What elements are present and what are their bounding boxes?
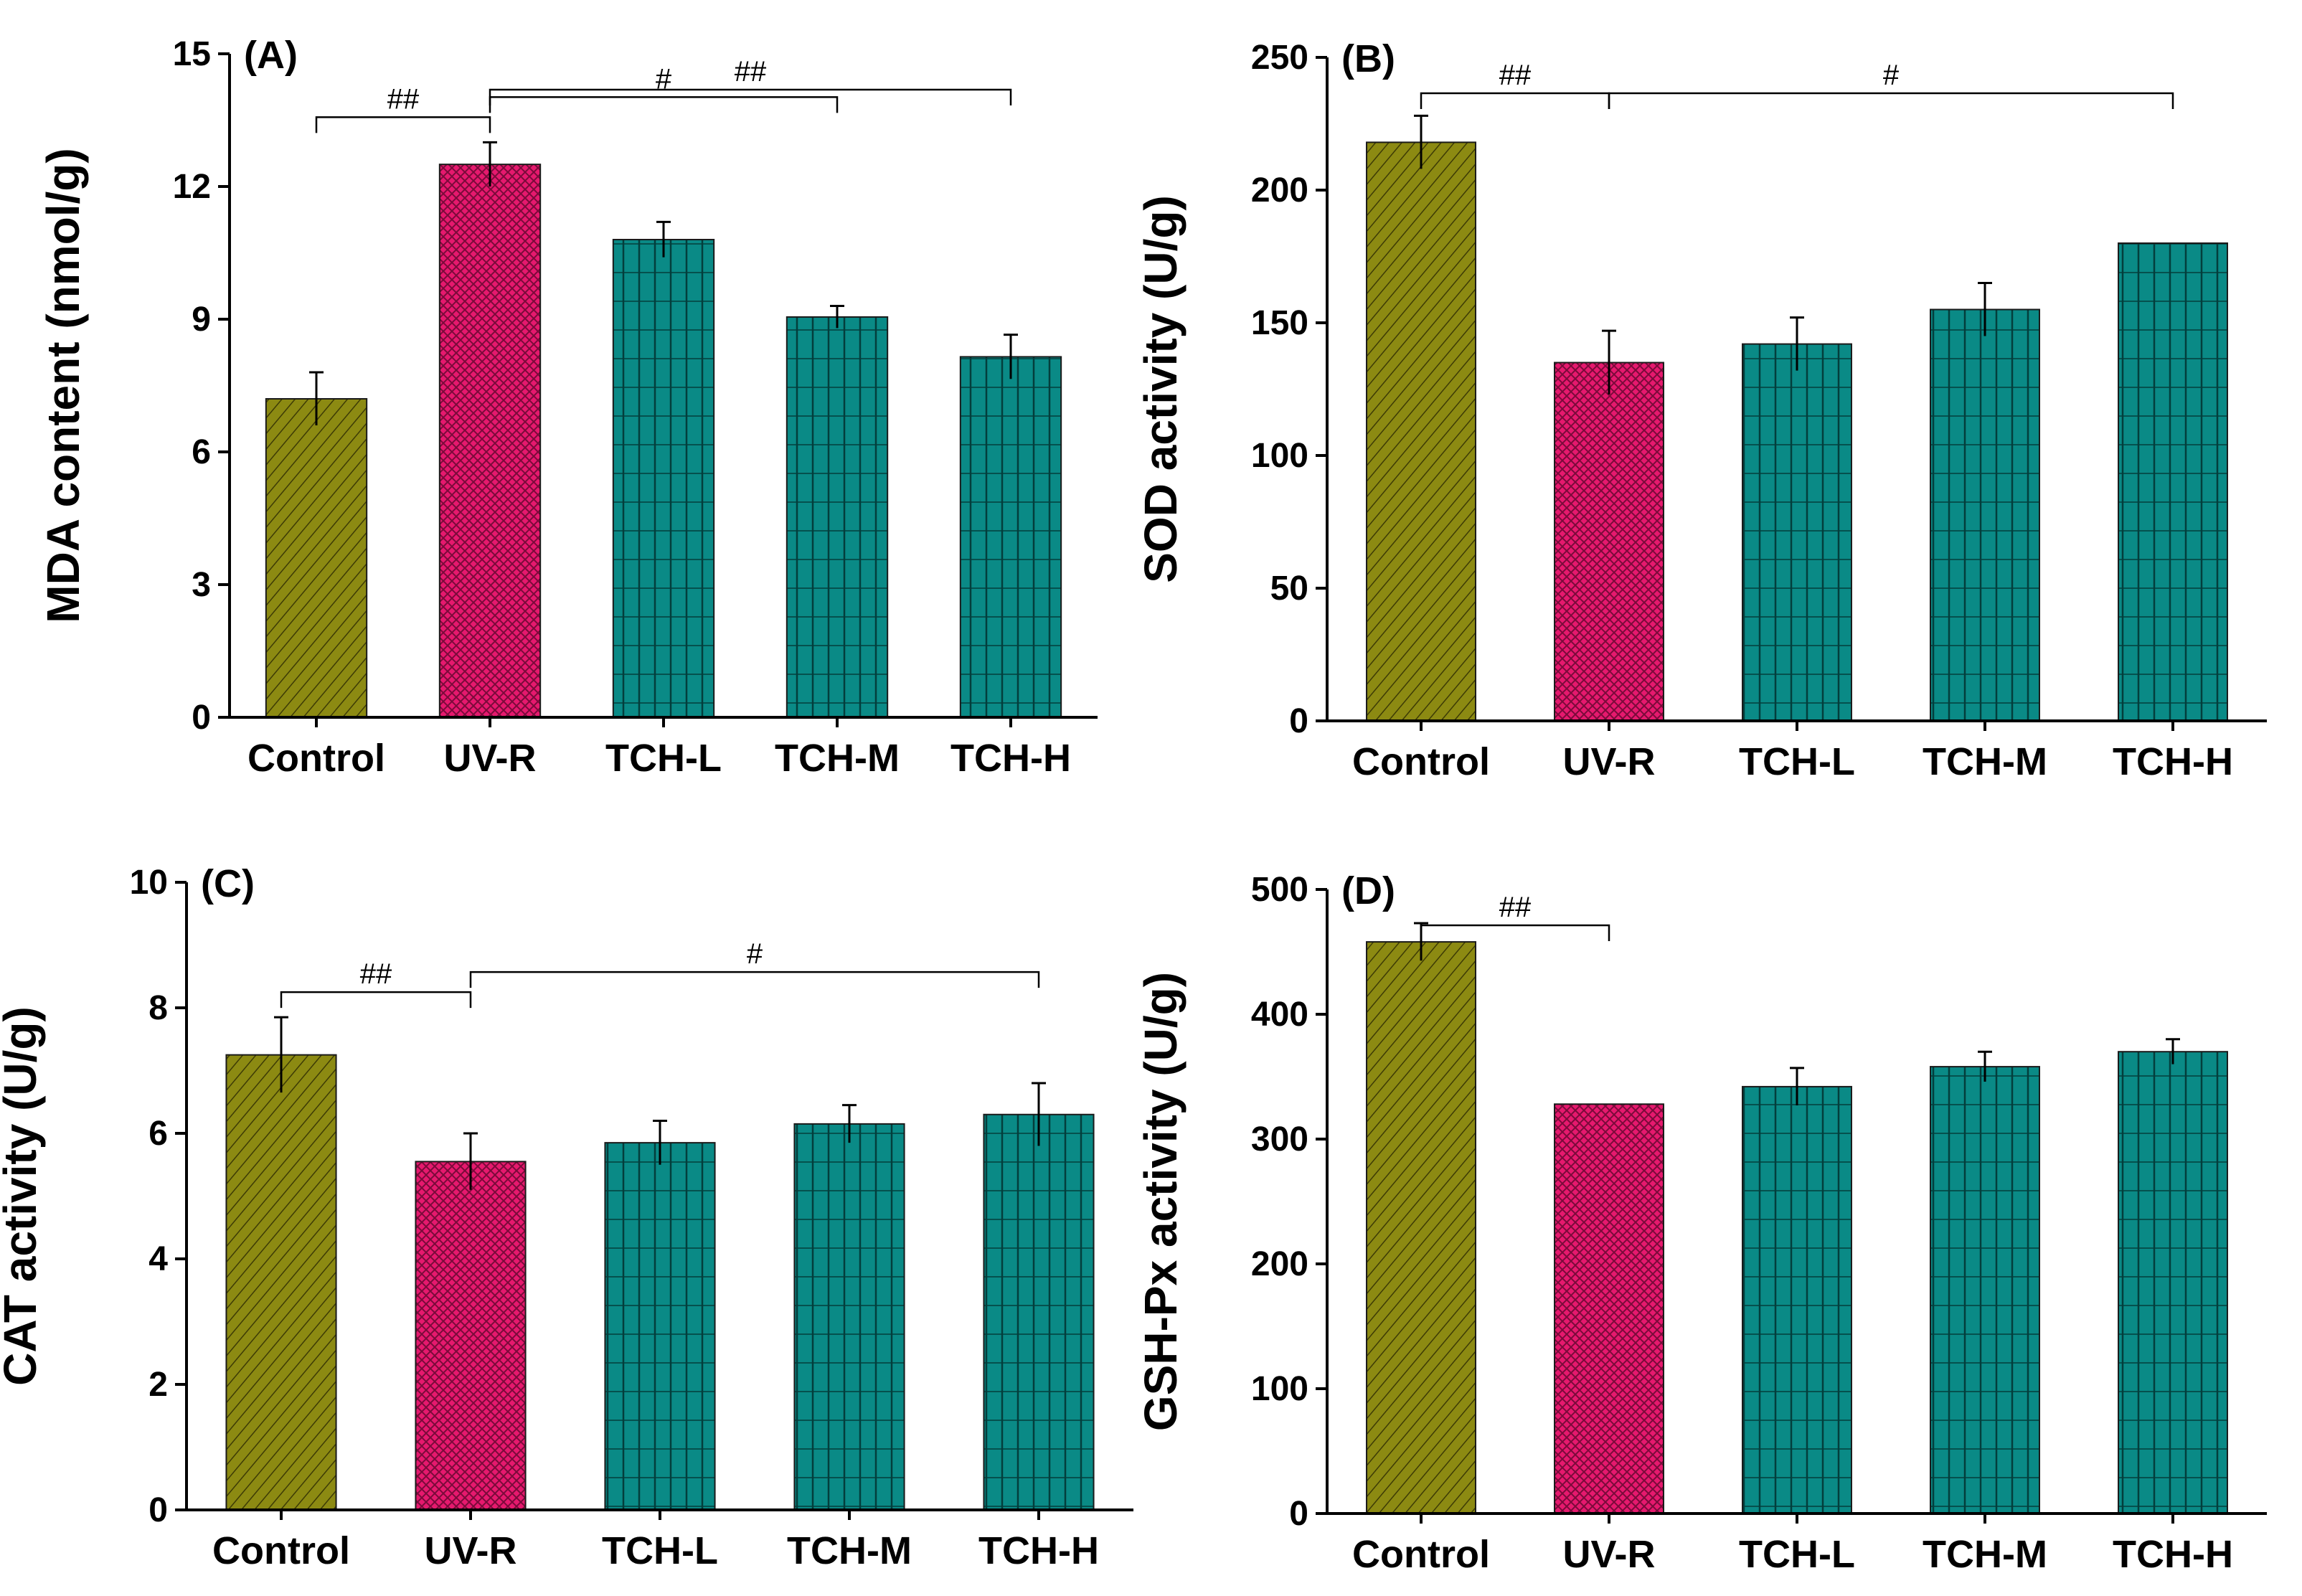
- y-tick-label: 200: [1251, 171, 1308, 209]
- panel-tag: (C): [201, 862, 255, 905]
- y-tick-label: 3: [192, 566, 211, 604]
- y-tick-label: 15: [173, 35, 211, 73]
- significance-bracket: [1608, 92, 2174, 109]
- y-tick-label: 10: [130, 864, 168, 902]
- significance-label: ##: [387, 83, 420, 115]
- y-axis-title: MDA content (nmol/g): [37, 148, 89, 623]
- bar-control: [225, 1054, 337, 1511]
- x-tick-label: UV-R: [1562, 740, 1655, 783]
- x-tick-label: Control: [1352, 1533, 1490, 1576]
- x-tick-label: UV-R: [1562, 1533, 1655, 1576]
- panel-tag: (B): [1341, 37, 1395, 80]
- x-tick-label: TCH-L: [605, 737, 722, 780]
- bar-tch-h: [983, 1113, 1095, 1511]
- y-tick-label: 100: [1251, 1370, 1308, 1408]
- bar-tch-l: [1742, 343, 1852, 722]
- y-tick-label: 9: [192, 301, 211, 339]
- panel-tag: (D): [1341, 869, 1395, 912]
- bar-uv-r: [415, 1161, 527, 1511]
- panel-tag: (A): [244, 34, 298, 77]
- bar-tch-l: [1742, 1085, 1852, 1515]
- x-tick-label: TCH-L: [1739, 740, 1855, 783]
- bar-tch-m: [1930, 1066, 2040, 1514]
- bar-tch-h: [2118, 1051, 2228, 1514]
- y-tick-label: 100: [1251, 437, 1308, 475]
- bar-tch-l: [604, 1142, 716, 1511]
- x-tick-label: UV-R: [443, 737, 536, 780]
- y-tick-label: 8: [148, 989, 168, 1027]
- significance-label: #: [747, 938, 763, 970]
- significance-bracket: [489, 96, 839, 113]
- y-tick-label: 500: [1251, 871, 1308, 909]
- bar-control: [265, 398, 368, 718]
- y-tick-label: 2: [148, 1366, 168, 1404]
- significance-label: ##: [360, 958, 392, 990]
- significance-label: ##: [1499, 60, 1532, 91]
- y-tick-label: 6: [148, 1115, 168, 1153]
- x-tick-label: TCH-M: [1923, 740, 2047, 783]
- y-tick-label: 400: [1251, 996, 1308, 1034]
- x-tick-label: TCH-L: [602, 1529, 718, 1572]
- significance-label: ##: [1499, 892, 1532, 923]
- y-axis-title: SOD activity (U/g): [1135, 195, 1187, 583]
- y-tick-label: 12: [173, 168, 211, 206]
- x-tick-label: Control: [247, 737, 385, 780]
- x-tick-label: TCH-M: [787, 1529, 912, 1572]
- x-tick-label: TCH-L: [1739, 1533, 1855, 1576]
- bar-tch-m: [786, 316, 889, 718]
- significance-label: #: [656, 63, 672, 95]
- x-tick-label: TCH-M: [775, 737, 900, 780]
- y-tick-label: 0: [1289, 702, 1308, 740]
- bar-uv-r: [1554, 362, 1664, 722]
- y-tick-label: 0: [192, 699, 211, 737]
- bar-uv-r: [438, 164, 542, 718]
- x-tick-label: Control: [1352, 740, 1490, 783]
- bar-control: [1366, 941, 1476, 1514]
- y-tick-label: 250: [1251, 39, 1308, 77]
- bar-tch-m: [793, 1123, 905, 1511]
- y-axis-title: GSH-Px activity (U/g): [1135, 972, 1187, 1431]
- y-tick-label: 0: [148, 1491, 168, 1529]
- x-tick-label: TCH-H: [2113, 740, 2233, 783]
- x-tick-label: TCH-H: [2113, 1533, 2233, 1576]
- y-tick-label: 0: [1289, 1495, 1308, 1533]
- significance-bracket: [1420, 92, 1610, 109]
- y-tick-label: 6: [192, 433, 211, 471]
- y-tick-label: 4: [148, 1240, 168, 1278]
- x-tick-label: TCH-M: [1923, 1533, 2047, 1576]
- y-tick-label: 200: [1251, 1245, 1308, 1283]
- y-axis-title: CAT activity (U/g): [0, 1006, 46, 1386]
- bar-control: [1366, 141, 1476, 722]
- bar-uv-r: [1554, 1103, 1664, 1514]
- x-tick-label: UV-R: [424, 1529, 516, 1572]
- x-tick-label: TCH-H: [978, 1529, 1099, 1572]
- y-tick-label: 50: [1270, 570, 1308, 608]
- bar-tch-h: [2118, 242, 2228, 722]
- x-tick-label: TCH-H: [950, 737, 1071, 780]
- significance-bracket: [315, 116, 491, 133]
- bar-tch-h: [959, 356, 1062, 718]
- bar-tch-l: [612, 239, 715, 718]
- significance-bracket: [489, 88, 1012, 105]
- x-tick-label: Control: [212, 1529, 350, 1572]
- bar-tch-m: [1930, 308, 2040, 722]
- significance-bracket: [280, 991, 472, 1009]
- significance-label: ##: [735, 56, 767, 88]
- panel-d: ## 0 100 200 300 400 500 Control UV-R TCH-L TCH-M T…: [1135, 869, 2267, 1576]
- y-tick-label: 300: [1251, 1120, 1308, 1158]
- significance-bracket: [1420, 924, 1610, 941]
- significance-bracket: [469, 971, 1040, 988]
- y-tick-label: 150: [1251, 304, 1308, 342]
- significance-label: #: [1883, 60, 1900, 91]
